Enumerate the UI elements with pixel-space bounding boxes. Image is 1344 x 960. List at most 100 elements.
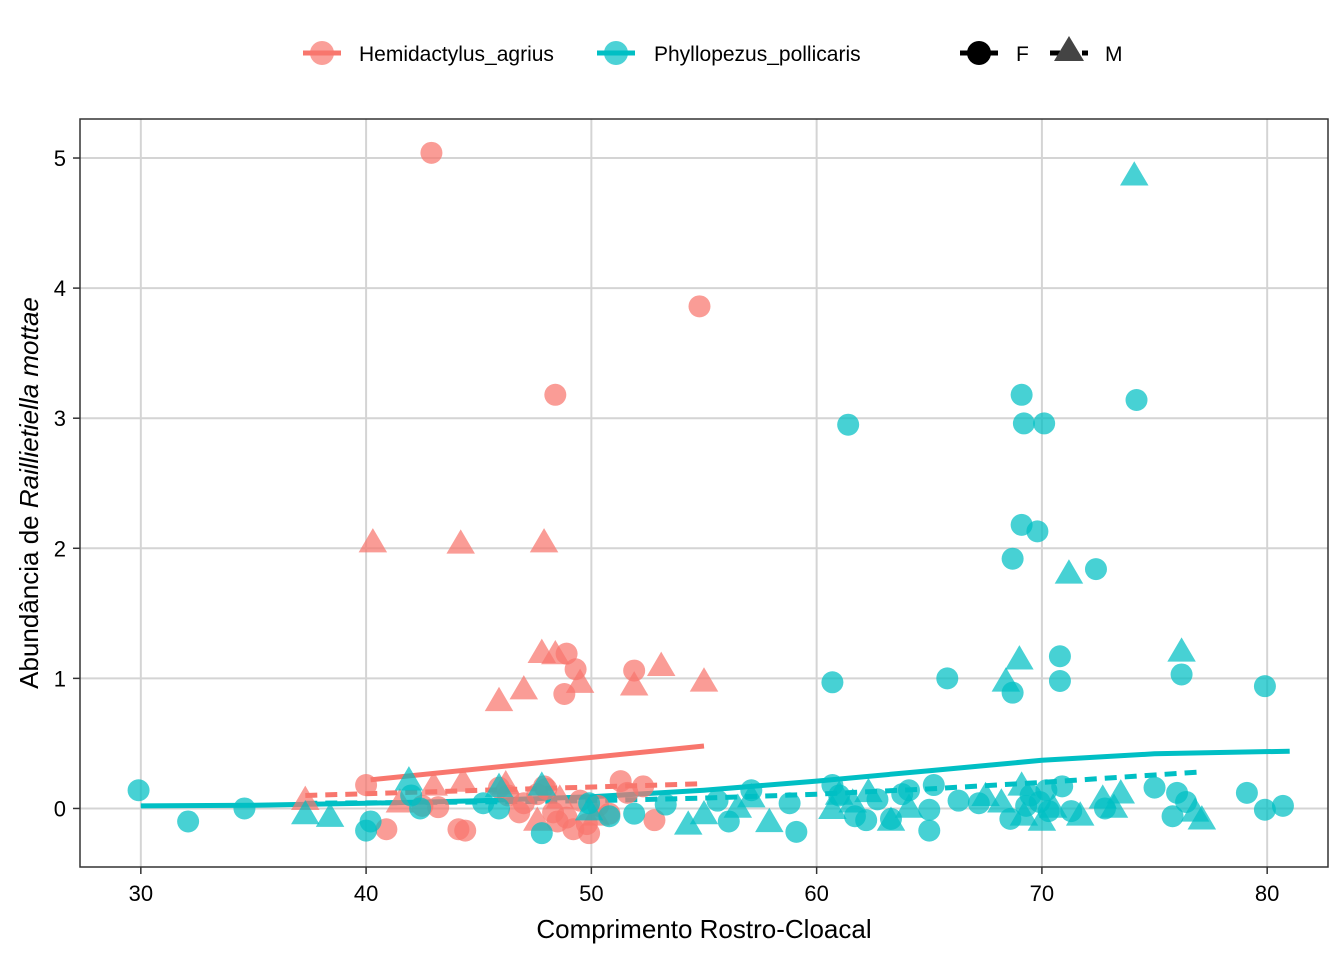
point-hemidactylus-f xyxy=(623,659,646,682)
y-tick-label: 5 xyxy=(54,146,66,171)
point-phyllopezus-m xyxy=(991,667,1021,692)
point-phyllopezus-m xyxy=(838,788,867,813)
point-phyllopezus-f xyxy=(1051,775,1074,798)
point-phyllopezus-f xyxy=(409,797,432,820)
point-phyllopezus-f xyxy=(654,793,677,816)
x-tick-label: 70 xyxy=(1030,881,1054,906)
point-phyllopezus-m xyxy=(1009,801,1039,826)
point-phyllopezus-m xyxy=(1054,559,1084,584)
point-phyllopezus-f xyxy=(1161,805,1184,828)
point-phyllopezus-m xyxy=(527,771,557,796)
point-phyllopezus-f xyxy=(623,802,646,825)
y-axis-title-species: Raillietiella mottae xyxy=(14,297,44,508)
point-hemidactylus-m xyxy=(619,671,649,696)
point-phyllopezus-m xyxy=(689,799,719,825)
y-tick-label: 2 xyxy=(54,536,66,561)
legend-species-1: Hemidactylus_agrius xyxy=(303,41,554,66)
point-phyllopezus-m xyxy=(1099,793,1129,818)
point-phyllopezus-f xyxy=(1026,520,1049,543)
point-phyllopezus-m xyxy=(876,806,906,831)
point-phyllopezus-f xyxy=(1125,388,1148,411)
point-hemidactylus-m xyxy=(509,675,539,700)
point-phyllopezus-m xyxy=(894,793,924,818)
point-hemidactylus-m xyxy=(541,639,570,665)
point-hemidactylus-f xyxy=(643,809,666,832)
point-phyllopezus-m xyxy=(394,766,424,791)
point-hemidactylus-m xyxy=(529,528,559,553)
point-phyllopezus-f xyxy=(1253,675,1276,698)
point-phyllopezus-m xyxy=(723,793,753,818)
point-phyllopezus-f xyxy=(855,809,878,832)
point-hemidactylus-f xyxy=(420,141,443,164)
x-tick-label: 50 xyxy=(579,881,603,906)
point-hemidactylus-m xyxy=(565,668,595,693)
point-phyllopezus-m xyxy=(1106,779,1136,804)
point-phyllopezus-f xyxy=(1143,776,1166,799)
point-hemidactylus-f xyxy=(544,383,567,406)
legend-label-m: M xyxy=(1105,43,1123,66)
point-phyllopezus-f xyxy=(1170,663,1193,686)
legend-triangle-icon xyxy=(1054,36,1084,61)
point-phyllopezus-f xyxy=(488,797,511,820)
trend-line-hemidactylus-f xyxy=(370,743,705,783)
point-phyllopezus-m xyxy=(315,802,345,827)
legend-circle-icon xyxy=(967,41,991,65)
point-phyllopezus-f xyxy=(922,774,945,797)
legend-dot-phyllopezus xyxy=(604,41,628,65)
point-phyllopezus-m xyxy=(737,783,766,808)
point-phyllopezus-m xyxy=(818,794,847,820)
legend-sex-f: F xyxy=(960,41,1029,66)
x-tick-label: 60 xyxy=(804,881,828,906)
point-hemidactylus-f xyxy=(427,796,450,819)
point-phyllopezus-f xyxy=(1253,798,1276,821)
point-phyllopezus-f xyxy=(706,789,729,812)
point-hemidactylus-f xyxy=(632,775,655,798)
point-phyllopezus-f xyxy=(778,792,801,815)
point-phyllopezus-m xyxy=(1005,645,1034,670)
legend-label-hemidactylus: Hemidactylus_agrius xyxy=(359,43,554,66)
point-phyllopezus-m xyxy=(1027,806,1057,831)
point-phyllopezus-f xyxy=(947,789,970,812)
point-phyllopezus-m xyxy=(1120,161,1149,186)
data-points xyxy=(127,141,1294,845)
y-tick-label: 4 xyxy=(54,276,66,301)
point-phyllopezus-f xyxy=(1048,669,1071,692)
point-phyllopezus-m xyxy=(574,796,604,821)
point-phyllopezus-f xyxy=(359,810,382,833)
point-phyllopezus-m xyxy=(1038,793,1068,818)
point-phyllopezus-m xyxy=(1187,805,1217,830)
point-phyllopezus-f xyxy=(1235,781,1258,804)
point-phyllopezus-m xyxy=(854,777,883,803)
point-phyllopezus-f xyxy=(598,805,621,828)
point-phyllopezus-f xyxy=(837,413,860,436)
point-hemidactylus-m xyxy=(646,651,676,676)
y-tick-label: 3 xyxy=(54,406,66,431)
point-phyllopezus-f xyxy=(1271,794,1294,817)
point-phyllopezus-f xyxy=(1033,412,1056,435)
point-phyllopezus-f xyxy=(1010,383,1033,406)
point-hemidactylus-m xyxy=(419,771,448,796)
point-phyllopezus-f xyxy=(233,797,256,820)
point-phyllopezus-f xyxy=(821,671,844,694)
x-axis-ticks: 30 40 50 60 70 80 xyxy=(129,867,1279,906)
legend-dot-hemidactylus xyxy=(310,41,334,65)
legend-sex-m: M xyxy=(1050,36,1123,66)
y-axis-title-prefix: Abundância de xyxy=(14,508,44,689)
point-phyllopezus-f xyxy=(1084,558,1107,581)
legend: Hemidactylus_agrius Phyllopezus_pollicar… xyxy=(303,36,1123,66)
point-hemidactylus-f xyxy=(508,801,531,824)
point-phyllopezus-m xyxy=(971,781,1000,807)
point-phyllopezus-f xyxy=(530,822,553,845)
point-hemidactylus-f xyxy=(578,822,601,845)
x-tick-label: 30 xyxy=(129,881,153,906)
point-phyllopezus-m xyxy=(1007,771,1036,796)
y-tick-label: 1 xyxy=(54,666,66,691)
point-phyllopezus-f xyxy=(127,779,150,802)
x-axis-title: Comprimento Rostro-Cloacal xyxy=(536,914,871,944)
point-phyllopezus-f xyxy=(1048,645,1071,668)
point-phyllopezus-f xyxy=(1001,547,1024,570)
point-phyllopezus-m xyxy=(291,799,320,825)
point-hemidactylus-m xyxy=(291,785,320,810)
point-phyllopezus-m xyxy=(673,810,703,835)
